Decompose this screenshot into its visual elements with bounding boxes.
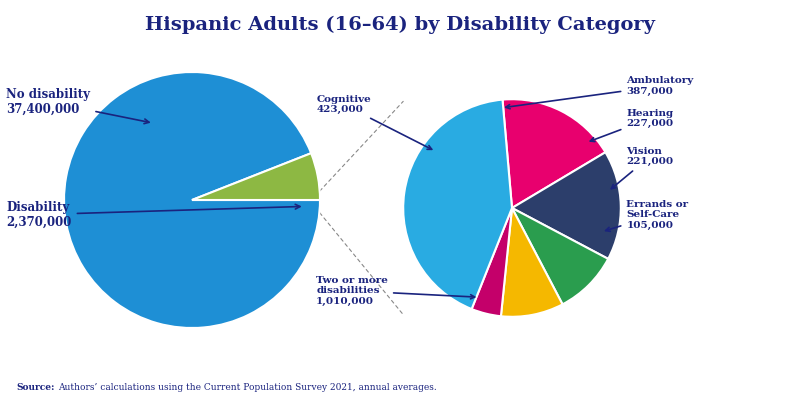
Wedge shape: [502, 99, 606, 208]
Text: Hispanic Adults (16–64) by Disability Category: Hispanic Adults (16–64) by Disability Ca…: [145, 16, 655, 34]
Text: Disability
2,370,000: Disability 2,370,000: [6, 201, 300, 228]
Text: Two or more
disabilities
1,010,000: Two or more disabilities 1,010,000: [316, 276, 474, 306]
Wedge shape: [403, 100, 512, 309]
Wedge shape: [512, 208, 608, 304]
Wedge shape: [472, 208, 512, 316]
Text: Source:: Source:: [16, 383, 54, 392]
Text: Authors’ calculations using the Current Population Survey 2021, annual averages.: Authors’ calculations using the Current …: [58, 383, 436, 392]
Text: No disability
37,400,000: No disability 37,400,000: [6, 88, 149, 124]
Wedge shape: [192, 153, 320, 200]
Text: Hearing
227,000: Hearing 227,000: [590, 109, 674, 142]
Wedge shape: [512, 152, 621, 259]
Text: Ambulatory
387,000: Ambulatory 387,000: [506, 76, 694, 109]
Text: Vision
221,000: Vision 221,000: [611, 147, 674, 189]
Text: Errands or
Self-Care
105,000: Errands or Self-Care 105,000: [606, 200, 688, 231]
Wedge shape: [501, 208, 562, 317]
Text: Cognitive
423,000: Cognitive 423,000: [316, 95, 432, 149]
Wedge shape: [64, 72, 320, 328]
